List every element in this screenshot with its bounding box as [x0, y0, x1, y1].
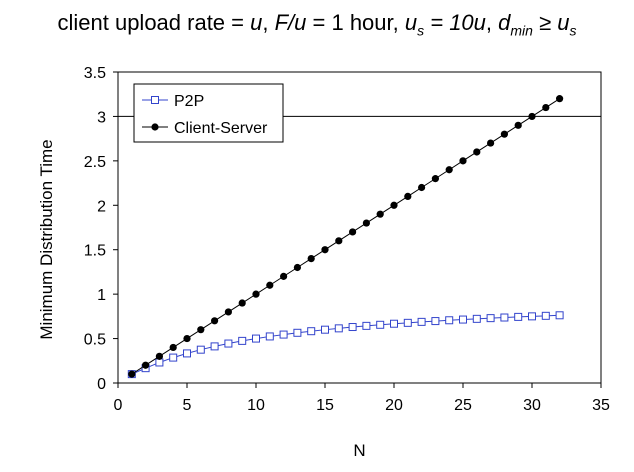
- data-point: [445, 166, 453, 174]
- data-point: [528, 112, 536, 121]
- y-tick-label: 2: [97, 198, 106, 215]
- data-point: [541, 311, 550, 320]
- data-point: [445, 316, 454, 325]
- data-point: [473, 148, 481, 156]
- data-point: [459, 315, 467, 324]
- y-tick-label: 0.5: [84, 332, 106, 349]
- data-point: [500, 313, 509, 322]
- legend-label: Client-Server: [174, 120, 268, 137]
- data-point: [362, 321, 371, 330]
- data-point: [169, 353, 178, 362]
- legend: P2P Client-Server: [133, 83, 284, 143]
- data-point: [431, 175, 439, 183]
- data-point: [349, 228, 357, 236]
- plot-frame: [117, 71, 602, 384]
- data-point: [514, 312, 523, 321]
- data-point: [514, 121, 522, 129]
- y-tick-label: 3: [97, 109, 106, 126]
- data-point: [431, 317, 440, 326]
- series-client-server: [128, 95, 564, 378]
- series-layer: [127, 95, 564, 379]
- y-tick-label: 1: [97, 287, 106, 304]
- legend-marker: [151, 123, 159, 131]
- y-axis-label: Minimum Distribution Time: [37, 139, 56, 339]
- data-point: [266, 281, 274, 289]
- data-point: [556, 95, 564, 103]
- data-point: [293, 263, 301, 272]
- data-point: [197, 326, 205, 334]
- data-point: [279, 330, 288, 339]
- data-point: [252, 334, 260, 343]
- chart-title: client upload rate = u, F/u = 1 hour, us…: [57, 10, 577, 39]
- data-point: [500, 130, 508, 138]
- data-point: [321, 325, 329, 334]
- data-point: [348, 323, 357, 332]
- data-point: [472, 314, 481, 323]
- x-tick-label: 30: [523, 397, 541, 414]
- data-point: [238, 336, 247, 345]
- data-point: [128, 370, 136, 378]
- data-point: [196, 345, 205, 354]
- data-point: [362, 219, 370, 227]
- x-tick-label: 5: [183, 397, 192, 414]
- x-tick-label: 15: [316, 397, 334, 414]
- data-point: [169, 343, 177, 352]
- data-point: [155, 352, 163, 360]
- data-point: [542, 103, 550, 112]
- x-tick-label: 10: [247, 397, 265, 414]
- data-point: [555, 311, 564, 320]
- data-point: [334, 324, 343, 333]
- legend-entry: P2P: [142, 93, 204, 110]
- x-tick-label: 35: [592, 397, 610, 414]
- data-point: [307, 255, 315, 263]
- data-point: [155, 358, 164, 367]
- x-tick-label: 0: [114, 397, 123, 414]
- data-point: [252, 290, 260, 298]
- data-point: [418, 183, 426, 192]
- data-point: [376, 320, 385, 329]
- x-tick-label: 25: [454, 397, 472, 414]
- data-point: [183, 349, 191, 358]
- legend-label: P2P: [174, 93, 204, 110]
- data-point: [224, 339, 233, 348]
- legend-entry: Client-Server: [142, 120, 268, 137]
- data-point: [265, 332, 274, 341]
- data-point: [293, 328, 302, 337]
- data-point: [142, 361, 150, 369]
- data-point: [307, 327, 316, 336]
- series-p2p: [127, 311, 564, 379]
- y-tick-label: 2.5: [84, 154, 106, 171]
- data-point: [280, 272, 288, 280]
- data-point: [335, 237, 343, 245]
- data-point: [390, 201, 398, 209]
- data-point: [487, 139, 495, 147]
- data-point: [528, 312, 536, 321]
- y-axis: 0 0.5 1 1.5 2 2.5 3 3.5: [84, 65, 118, 393]
- data-point: [486, 314, 495, 323]
- data-point: [211, 317, 219, 325]
- y-tick-label: 0: [97, 376, 106, 393]
- data-point: [403, 318, 412, 327]
- data-point: [404, 192, 412, 200]
- legend-box: [133, 83, 284, 143]
- data-point: [210, 342, 219, 351]
- data-point: [417, 317, 426, 326]
- x-axis-label: N: [353, 441, 365, 460]
- y-tick-label: 1.5: [84, 243, 106, 260]
- data-point: [376, 210, 384, 218]
- data-point: [238, 299, 246, 307]
- data-point: [390, 319, 398, 328]
- series-line: [131, 314, 560, 375]
- data-point: [321, 246, 329, 254]
- data-point: [459, 157, 467, 165]
- legend-marker: [151, 96, 159, 104]
- x-axis: 0 5 10 15 20 25 30 35: [114, 383, 610, 414]
- data-point: [183, 334, 191, 343]
- data-point: [224, 308, 232, 316]
- x-tick-label: 20: [385, 397, 403, 414]
- y-tick-label: 3.5: [84, 65, 106, 82]
